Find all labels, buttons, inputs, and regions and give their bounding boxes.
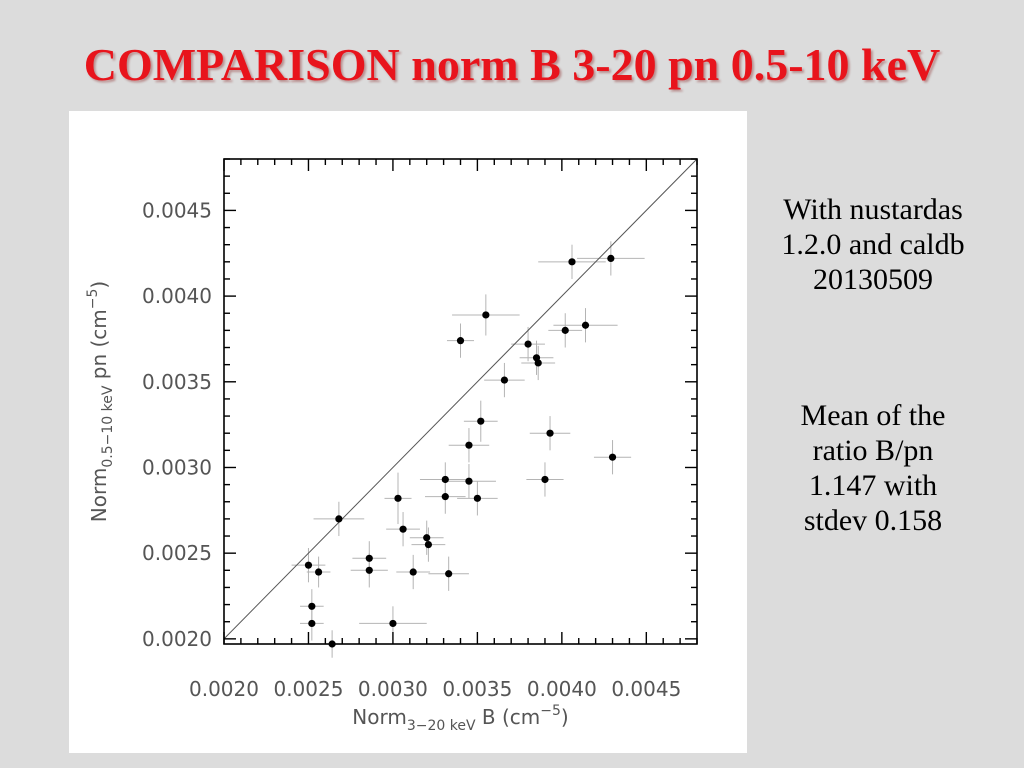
data-point-9 <box>394 494 402 502</box>
data-point-12 <box>423 534 431 542</box>
x-tick-label: 0.0020 <box>189 677 259 701</box>
data-point-21 <box>456 337 465 345</box>
data-point-28 <box>546 429 554 437</box>
caption-line: ratio B/pn <box>812 434 934 467</box>
data-point-14 <box>445 570 453 578</box>
data-point-31 <box>581 321 590 329</box>
data-point-13 <box>424 541 433 549</box>
tick-label-layer: 0.0020 0.0025 0.0030 0.0035 0.0040 0.0045 0.00… <box>142 198 681 701</box>
y-axis-label: Norm0.5−10 keV pn (cm−5) <box>85 281 116 522</box>
plot-frame <box>223 158 698 645</box>
point-layer <box>304 254 617 648</box>
data-point-0 <box>304 561 313 569</box>
data-point-3 <box>315 568 323 576</box>
axes-layer <box>223 158 698 645</box>
plot-panel: 0.0020 0.0025 0.0030 0.0035 0.0040 0.0045 0.00… <box>69 111 747 753</box>
y-tick-label: 0.0030 <box>142 455 212 479</box>
data-point-27 <box>541 475 549 484</box>
data-point-20 <box>477 417 485 425</box>
x-tick-label: 0.0045 <box>611 677 681 701</box>
y-tick-label: 0.0040 <box>142 284 212 308</box>
x-axis-label: Norm3−20 keV B (cm−5) <box>352 703 568 734</box>
data-point-16 <box>441 493 449 501</box>
y-tick-label: 0.0025 <box>142 541 212 565</box>
x-tick-label: 0.0025 <box>273 677 343 701</box>
data-point-7 <box>365 566 373 574</box>
data-point-32 <box>607 254 615 262</box>
data-point-33 <box>608 453 617 461</box>
data-point-24 <box>524 340 532 348</box>
data-point-22 <box>482 311 490 319</box>
x-tick-label: 0.0035 <box>442 677 512 701</box>
x-tick-label: 0.0040 <box>527 677 597 701</box>
y-tick-label: 0.0035 <box>142 370 212 394</box>
slide-title: COMPARISON norm B 3-20 pn 0.5-10 keV <box>83 39 941 90</box>
data-point-11 <box>409 568 417 576</box>
data-point-8 <box>389 619 397 628</box>
axis-label-layer: Norm3−20 keV B (cm−5) Norm0.5−10 keV pn (… <box>85 281 569 734</box>
data-point-2 <box>308 619 316 628</box>
y-tick-label: 0.0020 <box>142 627 212 651</box>
data-point-10 <box>399 525 407 533</box>
caption-line: Mean of the <box>800 399 946 432</box>
y-tick-label: 0.0045 <box>142 198 212 222</box>
caption-line: stdev 0.158 <box>803 504 943 537</box>
scatter-chart: 0.0020 0.0025 0.0030 0.0035 0.0040 0.0045 0.00… <box>85 158 698 734</box>
data-point-1 <box>308 602 316 610</box>
caption-ratio-stats: Mean of the ratio B/pn 1.147 with stdev … <box>748 398 998 538</box>
caption-line: 1.147 with <box>808 469 938 502</box>
data-point-15 <box>441 475 449 484</box>
caption-line: With nustardas <box>783 193 963 226</box>
data-point-5 <box>335 515 343 523</box>
x-tick-label: 0.0030 <box>358 677 428 701</box>
caption-nustardas-version: With nustardas 1.2.0 and caldb 20130509 <box>748 192 998 297</box>
data-point-6 <box>365 554 373 562</box>
caption-line: 20130509 <box>813 263 933 296</box>
reference-line-y-equals-x <box>223 158 698 640</box>
data-point-17 <box>465 441 473 449</box>
data-point-23 <box>500 376 509 384</box>
data-point-29 <box>561 326 569 334</box>
data-point-18 <box>465 477 473 485</box>
data-point-19 <box>473 494 481 502</box>
data-point-30 <box>568 258 576 266</box>
data-point-26 <box>534 359 542 367</box>
caption-line: 1.2.0 and caldb <box>781 228 965 261</box>
errorbar-layer <box>291 241 645 658</box>
reference-line-layer <box>223 158 698 640</box>
